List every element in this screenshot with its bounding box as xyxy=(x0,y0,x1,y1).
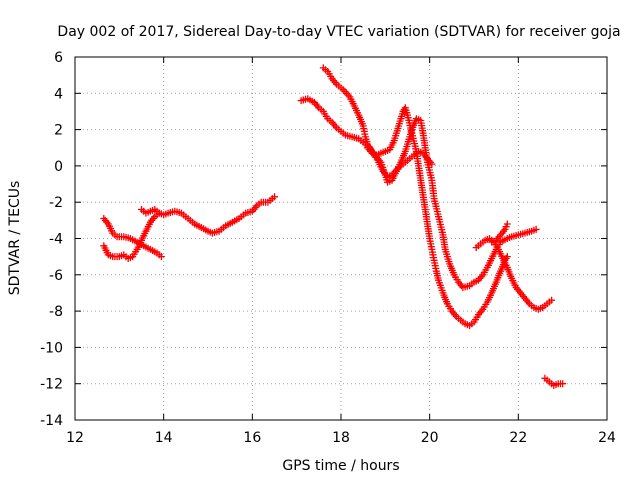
series-track-f xyxy=(364,104,511,330)
x-tick-label: 16 xyxy=(243,430,261,446)
y-tick-label: 2 xyxy=(54,123,63,139)
x-tick-label: 12 xyxy=(66,430,84,446)
x-tick-label: 24 xyxy=(598,430,616,446)
series-markers xyxy=(319,64,540,291)
y-tick-label: -10 xyxy=(40,340,63,356)
series-markers xyxy=(472,235,556,313)
series-markers xyxy=(364,104,511,330)
y-tick-label: 6 xyxy=(54,50,63,66)
y-tick-label: -2 xyxy=(49,195,63,211)
series-track-b xyxy=(100,209,163,262)
y-tick-label: 0 xyxy=(54,159,63,175)
series-track-e xyxy=(319,64,540,291)
x-tick-label: 18 xyxy=(332,430,350,446)
y-tick-label: -4 xyxy=(49,232,63,248)
chart-title: Day 002 of 2017, Sidereal Day-to-day VTE… xyxy=(57,24,620,40)
x-tick-label: 14 xyxy=(155,430,173,446)
series-markers xyxy=(100,209,163,262)
y-tick-label: -6 xyxy=(49,268,63,284)
series-markers xyxy=(541,374,567,389)
series-track-h xyxy=(488,220,511,246)
y-tick-label: -12 xyxy=(40,377,63,393)
series-track-i xyxy=(541,374,567,389)
series-markers xyxy=(488,220,511,246)
series-track-c xyxy=(138,193,278,237)
series-track-g xyxy=(472,235,556,313)
x-axis-label: GPS time / hours xyxy=(282,458,399,474)
series-markers xyxy=(138,193,278,237)
y-axis-label: SDTVAR / TECUs xyxy=(7,181,23,296)
y-tick-label: 4 xyxy=(54,86,63,102)
data-series xyxy=(100,64,567,389)
grid xyxy=(75,57,607,420)
y-tick-label: -8 xyxy=(49,304,63,320)
y-tick-label: -14 xyxy=(40,413,63,429)
x-tick-label: 22 xyxy=(509,430,527,446)
x-tick-label: 20 xyxy=(421,430,439,446)
